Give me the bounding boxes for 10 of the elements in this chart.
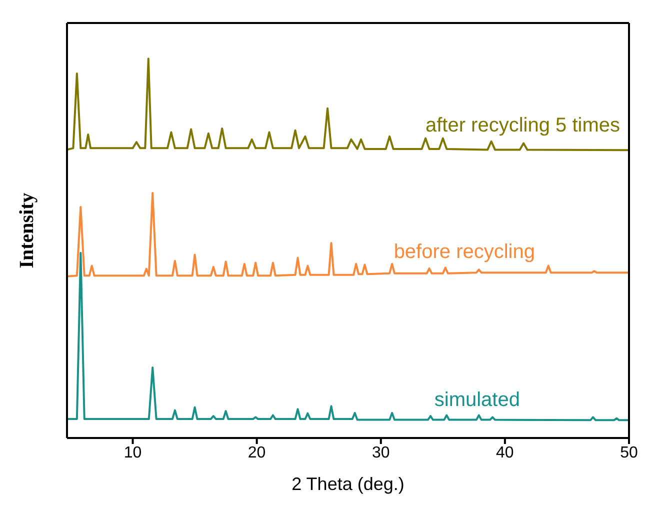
- y-axis-title: Intensity: [16, 192, 38, 268]
- x-tick-label: 10: [124, 444, 142, 462]
- x-tick-label: 20: [248, 444, 266, 462]
- x-tick-label: 50: [620, 444, 638, 462]
- x-tick-label: 30: [372, 444, 390, 462]
- series-label: simulated: [434, 389, 520, 412]
- series-label: before recycling: [394, 241, 535, 264]
- x-tick-label: 40: [496, 444, 514, 462]
- x-axis-title: 2 Theta (deg.): [292, 474, 404, 494]
- series-label: after recycling 5 times: [425, 114, 620, 136]
